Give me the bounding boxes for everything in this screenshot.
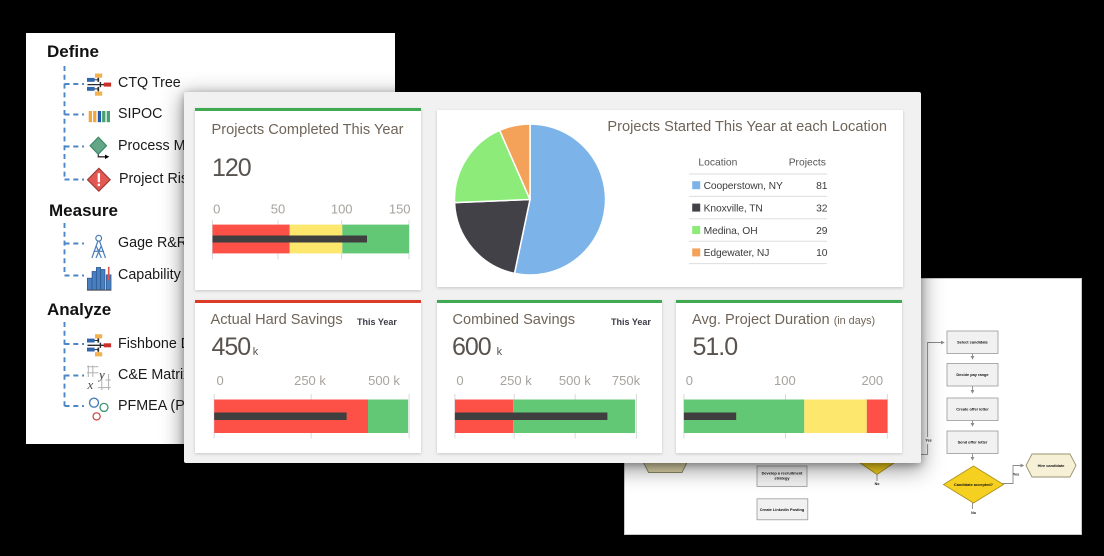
svg-text:0: 0	[216, 373, 223, 388]
svg-text:32: 32	[816, 203, 828, 214]
svg-text:200: 200	[861, 373, 883, 388]
svg-text:Knoxville, TN: Knoxville, TN	[704, 203, 763, 214]
svg-text:81: 81	[816, 181, 828, 192]
svg-text:Develop a recruitment: Develop a recruitment	[762, 471, 804, 476]
svg-text:Candidate accepted?: Candidate accepted?	[954, 482, 994, 487]
svg-text:0: 0	[686, 373, 693, 388]
svg-text:No: No	[875, 482, 881, 486]
svg-text:100: 100	[774, 373, 796, 388]
svg-text:Create offer letter: Create offer letter	[956, 407, 989, 412]
svg-text:29: 29	[816, 226, 828, 237]
svg-text:100: 100	[331, 201, 353, 216]
svg-text:x: x	[87, 377, 94, 392]
svg-text:Edgewater, NJ: Edgewater, NJ	[704, 248, 770, 259]
svg-text:Cooperstown, NY: Cooperstown, NY	[704, 181, 783, 192]
svg-text:Medina, OH: Medina, OH	[704, 226, 758, 237]
svg-text:Create LinkedIn Posting: Create LinkedIn Posting	[760, 507, 805, 512]
svg-text:Yes: Yes	[925, 439, 931, 443]
svg-text:Hire candidate: Hire candidate	[1038, 463, 1066, 468]
svg-text:Location: Location	[698, 158, 737, 169]
svg-text:Send offer letter: Send offer letter	[958, 440, 988, 445]
svg-text:Projects: Projects	[789, 158, 826, 169]
svg-text:250 k: 250 k	[294, 373, 326, 388]
svg-text:50: 50	[271, 201, 285, 216]
svg-text:Select candidate: Select candidate	[957, 340, 989, 345]
svg-text:500 k: 500 k	[368, 373, 400, 388]
svg-text:y: y	[97, 367, 105, 382]
svg-text:10: 10	[816, 248, 828, 259]
svg-text:0: 0	[213, 201, 220, 216]
svg-text:250 k: 250 k	[500, 373, 532, 388]
svg-text:500 k: 500 k	[559, 373, 591, 388]
svg-text:strategy: strategy	[774, 476, 790, 481]
svg-text:Yes: Yes	[1013, 473, 1019, 477]
svg-text:750k: 750k	[612, 373, 641, 388]
svg-text:Decide pay range: Decide pay range	[956, 372, 989, 377]
svg-text:No: No	[971, 511, 977, 515]
svg-text:0: 0	[456, 373, 463, 388]
svg-text:150: 150	[389, 201, 411, 216]
